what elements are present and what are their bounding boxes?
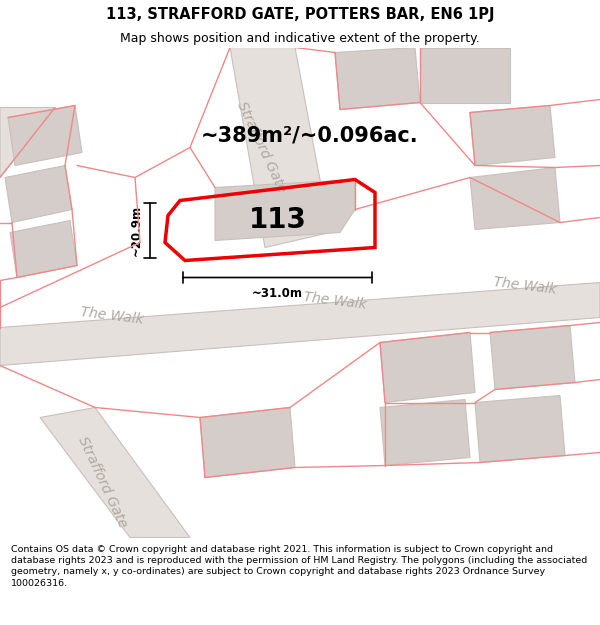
Polygon shape: [380, 399, 470, 466]
Polygon shape: [490, 326, 575, 389]
Polygon shape: [335, 48, 420, 109]
Text: The Walk: The Walk: [493, 274, 557, 296]
Polygon shape: [5, 166, 72, 222]
Polygon shape: [470, 106, 555, 166]
Polygon shape: [40, 408, 190, 538]
Text: ~389m²/~0.096ac.: ~389m²/~0.096ac.: [201, 126, 419, 146]
Polygon shape: [380, 332, 475, 402]
Text: The Walk: The Walk: [302, 289, 367, 311]
Polygon shape: [475, 396, 565, 462]
Text: Strafford Gate: Strafford Gate: [235, 100, 289, 195]
Polygon shape: [470, 168, 560, 229]
Polygon shape: [10, 221, 77, 278]
Polygon shape: [230, 48, 330, 248]
Polygon shape: [215, 179, 355, 241]
Text: 113, STRAFFORD GATE, POTTERS BAR, EN6 1PJ: 113, STRAFFORD GATE, POTTERS BAR, EN6 1P…: [106, 7, 494, 22]
Text: The Walk: The Walk: [80, 304, 145, 326]
Polygon shape: [0, 282, 600, 366]
Text: 113: 113: [249, 206, 307, 234]
Text: Contains OS data © Crown copyright and database right 2021. This information is : Contains OS data © Crown copyright and d…: [11, 544, 587, 588]
Polygon shape: [0, 107, 55, 177]
Polygon shape: [200, 408, 295, 478]
Text: Strafford Gate: Strafford Gate: [76, 435, 130, 530]
Text: ~31.0m: ~31.0m: [252, 287, 303, 300]
Text: ~20.9m: ~20.9m: [130, 205, 143, 256]
Text: Map shows position and indicative extent of the property.: Map shows position and indicative extent…: [120, 32, 480, 46]
Polygon shape: [420, 48, 510, 102]
Polygon shape: [8, 106, 82, 166]
